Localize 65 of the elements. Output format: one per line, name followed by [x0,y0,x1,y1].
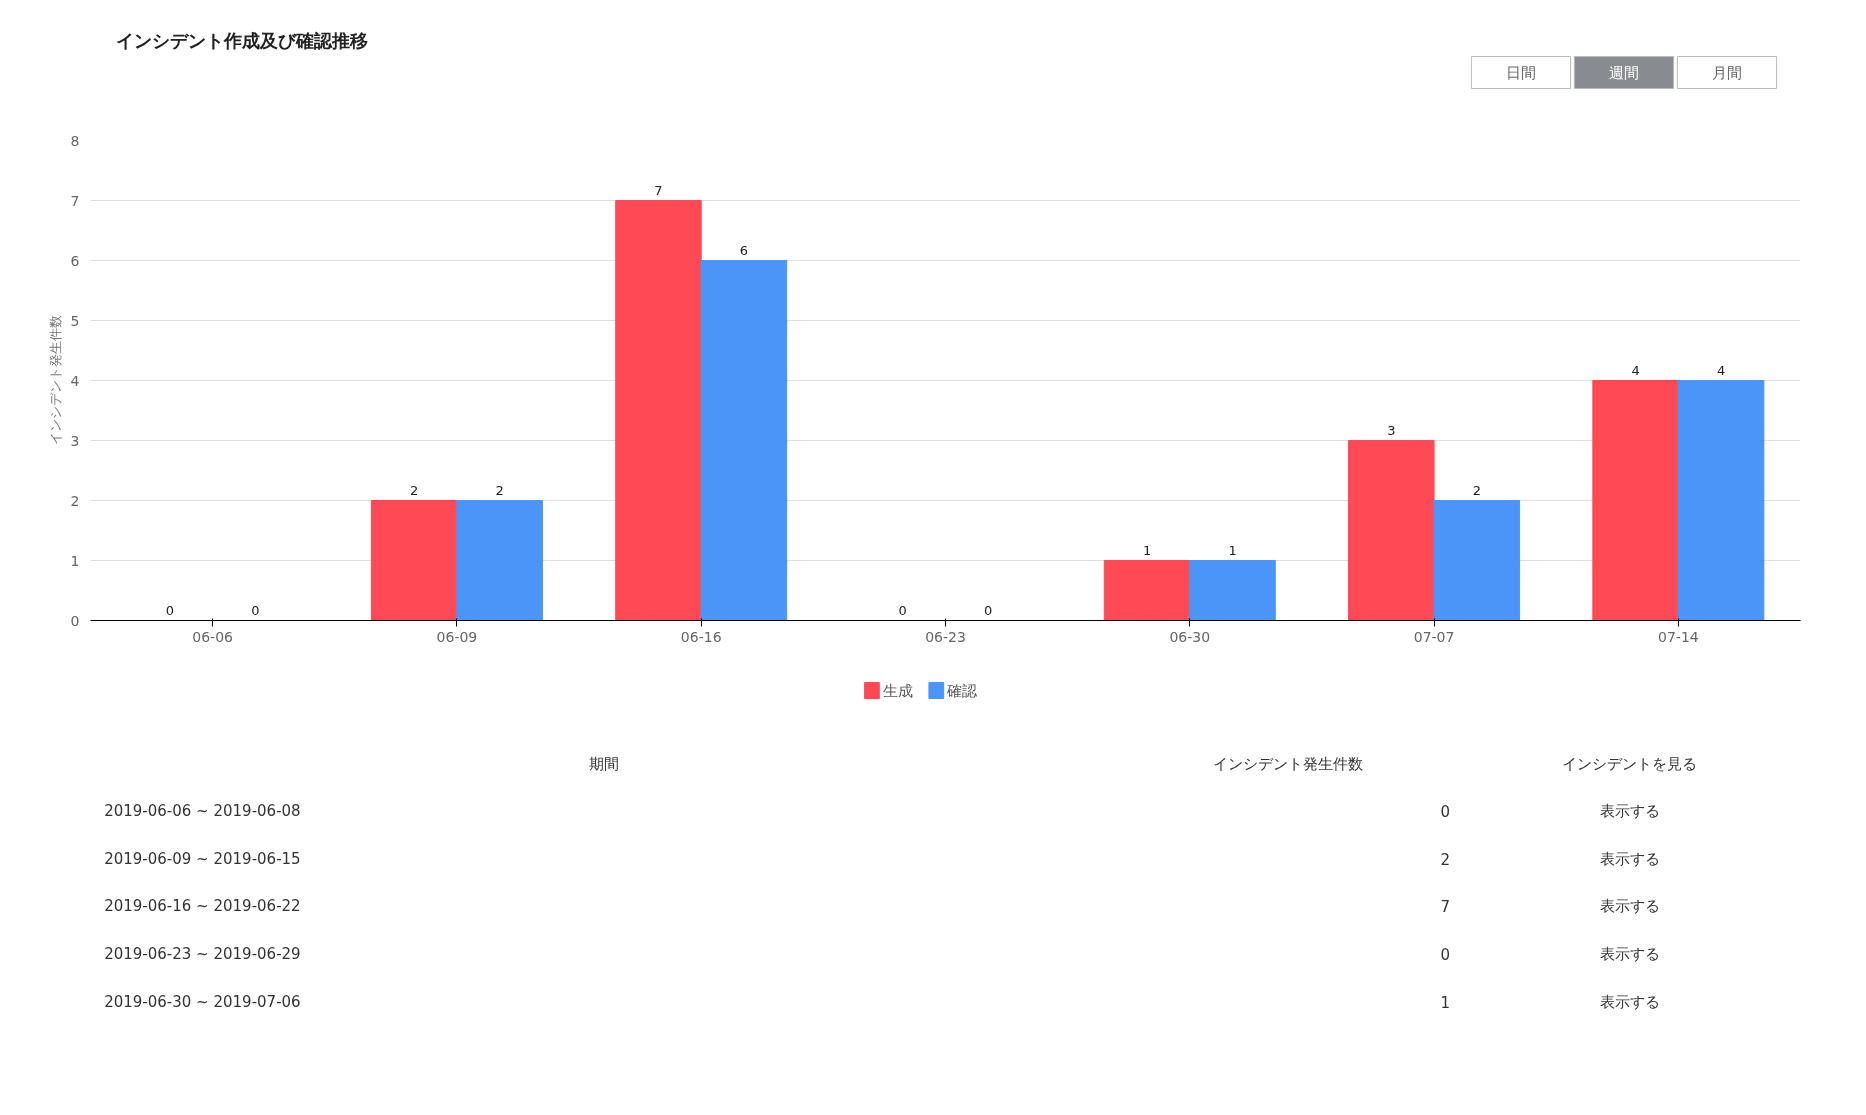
bar [1103,560,1191,621]
x-tick-label: 06-30 [1169,628,1211,645]
text: 0 [1440,946,1450,965]
data-label: 6 [739,242,749,258]
text: 表示する [1599,849,1660,868]
text: 表示する [1599,897,1660,916]
x-tick-label: 06-16 [680,628,722,645]
bar [1348,440,1435,621]
bar [700,260,788,621]
bar [1592,380,1679,621]
text: 表示する [1599,802,1660,821]
bar [615,200,702,621]
text: 2019-06-30 ~ 2019-07-06 [104,992,301,1011]
text: 1 [1440,993,1450,1012]
x-tick-label: 06-09 [436,628,478,645]
data-label: 7 [654,182,663,198]
text: 期間 [588,754,619,773]
text: 0 [1440,803,1450,822]
x-tick-label: 06-23 [925,628,966,645]
data-label: 2 [410,482,419,498]
x-tick-label: 06-06 [192,628,234,645]
legend-label: 生成 [882,681,913,700]
legend-label: 確認 [946,681,978,700]
y-tick-label: 3 [70,432,80,449]
bar [456,500,543,621]
y-tick-label: 6 [70,252,80,269]
y-axis-title: インシデント発生件数 [47,315,63,446]
bar [370,500,458,621]
text: 2 [1440,850,1450,869]
text: 月間 [1711,63,1742,82]
data-label: 3 [1387,422,1396,438]
text: インシデントを見る [1562,754,1697,773]
data-label: 4 [1716,362,1726,378]
text: インシデント発生件数 [1212,754,1363,773]
x-tick-label: 07-14 [1658,628,1699,645]
data-label: 1 [1142,542,1152,558]
bar [1433,500,1521,621]
y-tick-label: 7 [70,192,80,209]
data-label: 0 [898,602,907,618]
y-tick-label: 1 [70,552,80,569]
y-tick-label: 8 [70,132,80,149]
text: 7 [1440,898,1450,917]
y-tick-label: 5 [70,312,80,329]
data-label: 2 [1472,482,1481,498]
bar [1677,380,1765,621]
data-label: 2 [495,482,504,498]
text: 2019-06-09 ~ 2019-06-15 [104,849,301,868]
data-label: 0 [165,602,175,618]
text: 2019-06-16 ~ 2019-06-22 [104,897,301,916]
text: 2019-06-06 ~ 2019-06-08 [104,802,301,821]
text: 日間 [1506,63,1537,82]
data-label: 0 [251,602,260,618]
data-label: 4 [1631,362,1640,378]
x-tick-label: 07-07 [1413,628,1455,645]
text: 週間 [1608,63,1639,82]
y-tick-label: 0 [70,612,80,629]
y-tick-label: 4 [70,372,80,389]
chart-title: インシデント作成及び確認推移 [116,30,369,51]
text: 表示する [1599,992,1660,1011]
data-label: 1 [1228,542,1237,558]
text: 表示する [1599,945,1660,964]
bar [1189,560,1276,621]
data-label: 0 [984,602,993,618]
y-tick-label: 2 [70,492,80,509]
text: 2019-06-23 ~ 2019-06-29 [104,945,301,964]
